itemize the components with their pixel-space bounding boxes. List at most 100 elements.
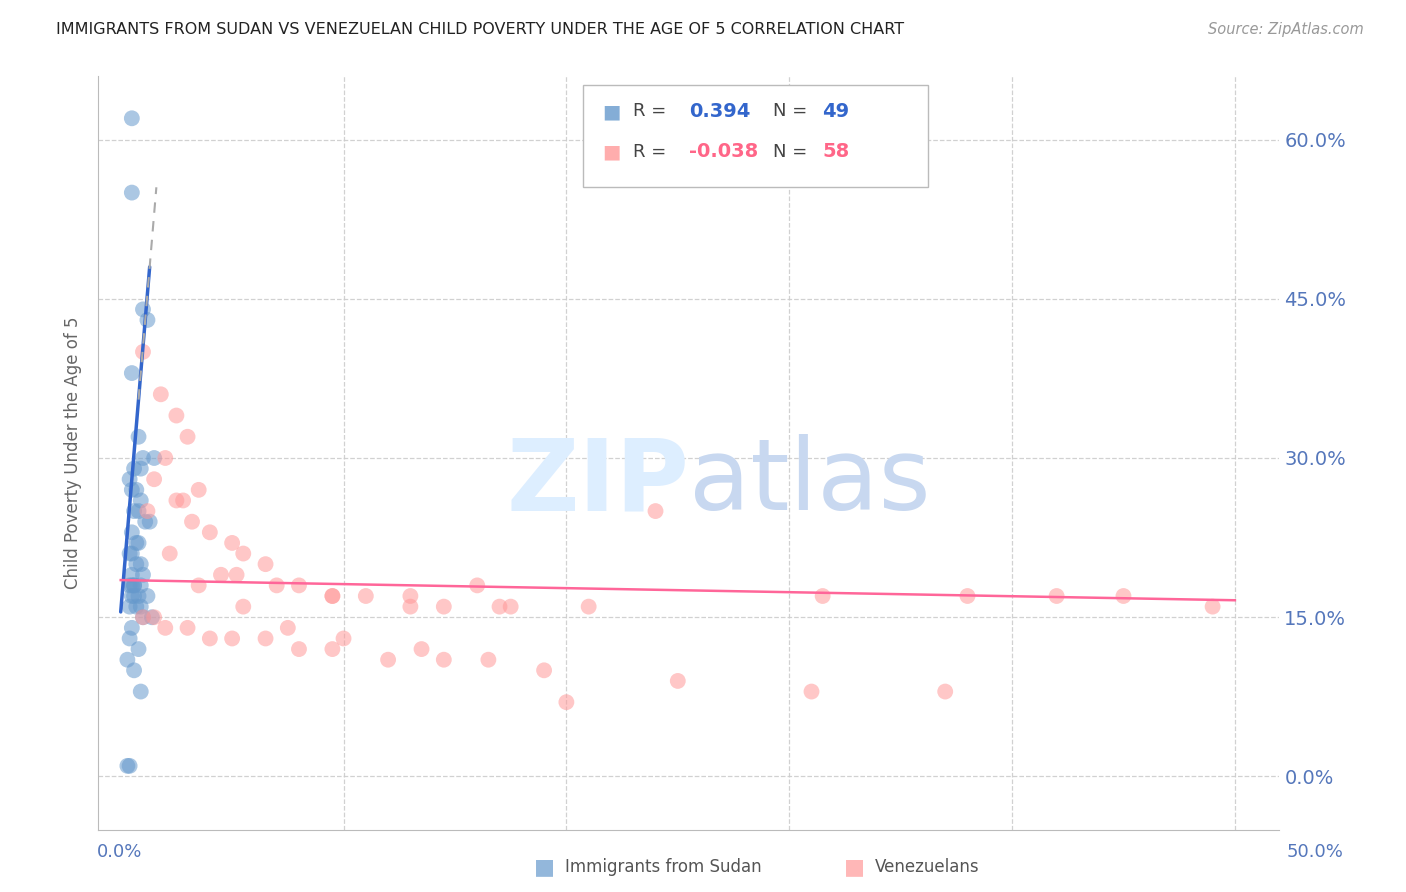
Point [811,589,834,603]
Point [254,557,277,571]
Point [128,430,150,444]
Point [321,589,343,603]
Point [129,557,152,571]
Point [132,610,155,624]
Point [121,567,143,582]
Point [433,599,456,614]
Point [176,430,198,444]
Text: Venezuelans: Venezuelans [875,858,979,876]
Point [129,578,152,592]
Text: N =: N = [773,103,807,120]
Point [118,472,141,486]
Point [555,695,578,709]
Point [800,684,823,698]
Point [221,536,243,550]
Text: -0.038: -0.038 [689,142,758,161]
Point [121,547,143,561]
Point [118,759,141,773]
Point [136,589,159,603]
Point [143,472,166,486]
Point [254,632,277,646]
Point [332,632,354,646]
Point [198,632,221,646]
Point [411,642,433,657]
Text: R =: R = [633,103,666,120]
Point [225,567,247,582]
Point [122,578,145,592]
Point [266,578,288,592]
Point [125,483,148,497]
Point [288,642,311,657]
Point [354,589,377,603]
Point [122,578,145,592]
Point [232,599,254,614]
Point [181,515,204,529]
Point [644,504,666,518]
Point [187,483,209,497]
Point [122,663,145,677]
Point [176,621,198,635]
Text: ■: ■ [602,102,620,121]
Point [121,621,143,635]
Point [232,547,254,561]
Point [128,504,150,518]
Point [121,589,143,603]
Point [128,536,150,550]
Point [128,642,150,657]
Point [533,663,555,677]
Point [499,599,522,614]
Point [134,515,156,529]
Text: R =: R = [633,143,666,161]
Point [198,525,221,540]
Point [132,344,155,359]
Point [321,589,343,603]
Point [121,483,143,497]
Point [125,536,148,550]
Point [141,610,163,624]
Point [155,621,177,635]
Point [125,557,148,571]
Text: 58: 58 [823,142,849,161]
Point [136,313,159,327]
Point [132,450,155,465]
Point [399,599,422,614]
Text: IMMIGRANTS FROM SUDAN VS VENEZUELAN CHILD POVERTY UNDER THE AGE OF 5 CORRELATION: IMMIGRANTS FROM SUDAN VS VENEZUELAN CHIL… [56,22,904,37]
Point [129,599,152,614]
Point [221,632,243,646]
Point [165,409,187,423]
Point [321,642,343,657]
Point [159,547,181,561]
Point [129,684,152,698]
Point [143,450,166,465]
Point [288,578,311,592]
Point [132,610,155,624]
Point [172,493,194,508]
Text: 49: 49 [823,102,849,121]
Point [488,599,510,614]
Point [121,525,143,540]
Point [121,366,143,380]
Point [578,599,600,614]
Point [117,759,139,773]
Point [1046,589,1069,603]
Text: 0.394: 0.394 [689,102,751,121]
Point [136,504,159,518]
Point [132,567,155,582]
Y-axis label: Child Poverty Under the Age of 5: Child Poverty Under the Age of 5 [65,317,83,589]
Point [132,302,155,317]
Point [934,684,956,698]
Point [129,461,152,475]
Point [277,621,299,635]
Point [125,599,148,614]
Point [118,599,141,614]
Point [121,112,143,126]
Point [121,578,143,592]
Text: N =: N = [773,143,807,161]
Text: Immigrants from Sudan: Immigrants from Sudan [565,858,762,876]
Point [399,589,422,603]
Text: atlas: atlas [689,434,931,532]
Point [118,547,141,561]
Point [377,653,399,667]
Point [187,578,209,592]
Point [666,673,689,688]
